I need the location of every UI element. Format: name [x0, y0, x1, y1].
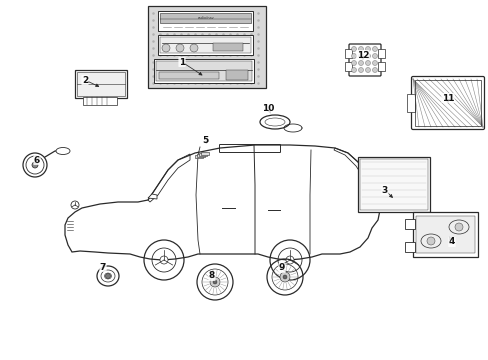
- Bar: [225, 70, 247, 80]
- Bar: [412, 212, 477, 257]
- Text: 3: 3: [381, 185, 387, 194]
- Text: 10: 10: [261, 104, 274, 112]
- Bar: [159, 72, 219, 79]
- Bar: [406, 94, 414, 112]
- Text: 5: 5: [202, 135, 208, 144]
- Circle shape: [365, 68, 370, 72]
- Bar: [201, 152, 208, 155]
- Circle shape: [190, 44, 198, 52]
- Bar: [377, 62, 384, 71]
- Circle shape: [213, 280, 217, 284]
- Circle shape: [358, 46, 363, 51]
- Bar: [158, 11, 252, 31]
- FancyBboxPatch shape: [148, 6, 265, 88]
- Bar: [377, 49, 384, 58]
- Circle shape: [285, 256, 293, 264]
- Circle shape: [358, 68, 363, 72]
- Polygon shape: [148, 194, 157, 199]
- Ellipse shape: [104, 273, 111, 279]
- Bar: [415, 216, 474, 253]
- Circle shape: [105, 274, 110, 279]
- Circle shape: [32, 162, 38, 168]
- Circle shape: [351, 68, 356, 72]
- Text: 1: 1: [179, 58, 185, 67]
- Circle shape: [351, 54, 356, 59]
- Bar: [158, 35, 252, 55]
- Bar: [213, 43, 243, 51]
- Bar: [359, 159, 427, 210]
- Circle shape: [351, 60, 356, 66]
- Circle shape: [358, 60, 363, 66]
- Text: radio/nav: radio/nav: [197, 16, 214, 20]
- Bar: [160, 13, 250, 23]
- Circle shape: [365, 54, 370, 59]
- Circle shape: [372, 54, 377, 59]
- Text: 7: 7: [100, 262, 106, 271]
- Text: 2: 2: [81, 76, 88, 85]
- Circle shape: [160, 256, 168, 264]
- Circle shape: [280, 272, 289, 282]
- Text: 12: 12: [356, 50, 368, 59]
- Bar: [83, 97, 117, 105]
- Bar: [404, 219, 414, 229]
- Circle shape: [358, 54, 363, 59]
- Circle shape: [176, 44, 183, 52]
- Bar: [345, 49, 351, 58]
- Circle shape: [283, 275, 286, 279]
- Bar: [404, 242, 414, 252]
- Bar: [357, 157, 429, 212]
- Circle shape: [426, 237, 434, 245]
- Circle shape: [162, 44, 170, 52]
- Text: 4: 4: [448, 238, 454, 247]
- FancyBboxPatch shape: [348, 44, 380, 76]
- Circle shape: [351, 46, 356, 51]
- Bar: [197, 154, 204, 157]
- Bar: [75, 70, 127, 98]
- Circle shape: [365, 46, 370, 51]
- Bar: [199, 153, 206, 156]
- Text: 6: 6: [34, 156, 40, 165]
- FancyBboxPatch shape: [411, 77, 484, 130]
- Circle shape: [209, 277, 220, 287]
- Circle shape: [454, 223, 462, 231]
- Text: 9: 9: [278, 264, 285, 273]
- Bar: [195, 155, 203, 158]
- Bar: [160, 37, 250, 53]
- Circle shape: [365, 60, 370, 66]
- Bar: [345, 62, 351, 71]
- Ellipse shape: [56, 148, 70, 154]
- Text: 8: 8: [208, 271, 215, 280]
- Text: 11: 11: [441, 94, 453, 103]
- Circle shape: [372, 60, 377, 66]
- Circle shape: [372, 68, 377, 72]
- Bar: [77, 72, 125, 96]
- Circle shape: [372, 46, 377, 51]
- Bar: [154, 59, 253, 83]
- Bar: [156, 61, 251, 81]
